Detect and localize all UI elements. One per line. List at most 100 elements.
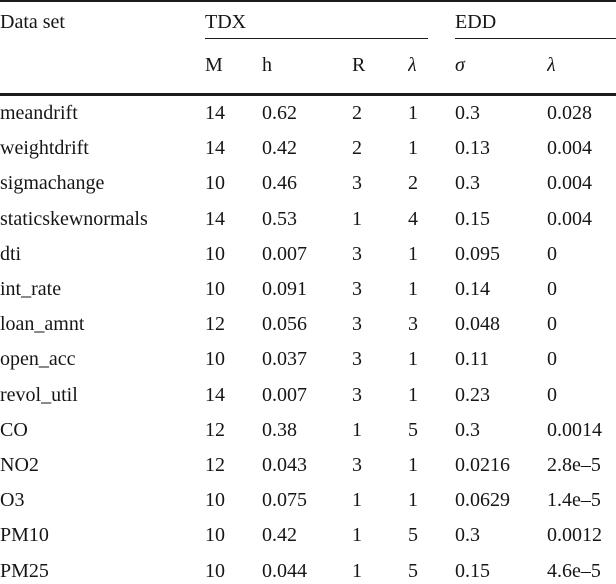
cell-m: 10 (205, 524, 225, 547)
cell-sigma: 0.3 (455, 172, 481, 195)
cell-h: 0.091 (262, 278, 307, 301)
cell-dataset: O3 (0, 489, 25, 512)
cell-sigma: 0.11 (455, 348, 490, 371)
table-row: PM25 10 0.044 1 5 0.15 4.6e–5 (0, 554, 616, 584)
cell-dataset: dti (0, 242, 22, 265)
cell-h: 0.42 (262, 524, 297, 547)
cell-m: 10 (205, 348, 225, 371)
cell-r: 3 (352, 278, 362, 301)
cell-sigma: 0.0216 (455, 454, 511, 477)
cell-lambda2: 0.004 (547, 207, 593, 230)
table-row: weightdrift 14 0.42 2 1 0.13 0.004 (0, 131, 616, 166)
column-header-dataset: Data set (0, 11, 65, 33)
table-row: CO 12 0.38 1 5 0.3 0.0014 (0, 413, 616, 448)
cell-r: 3 (352, 242, 362, 265)
column-header-lambda: λ (408, 54, 417, 76)
cell-dataset: sigmachange (0, 172, 105, 195)
cell-lambda: 1 (408, 489, 418, 512)
cell-r: 3 (352, 313, 362, 336)
column-group-tdx: TDX (205, 1, 455, 42)
cell-r: 2 (352, 137, 362, 160)
table-row: loan_amnt 12 0.056 3 3 0.048 0 (0, 307, 616, 342)
cell-m: 14 (205, 137, 225, 160)
cell-r: 1 (352, 489, 362, 512)
column-header-r: R (352, 54, 366, 76)
column-group-edd-label: EDD (455, 11, 616, 39)
cell-r: 1 (352, 559, 362, 582)
cell-lambda: 1 (408, 137, 418, 160)
cell-r: 1 (352, 207, 362, 230)
header-sub-row: M h R λ σ λ (0, 42, 616, 95)
cell-sigma: 0.23 (455, 383, 491, 406)
cell-lambda2: 0 (547, 242, 558, 265)
cell-m: 14 (205, 383, 225, 406)
cell-lambda: 1 (408, 348, 418, 371)
cell-m: 12 (205, 454, 225, 477)
table-row: revol_util 14 0.007 3 1 0.23 0 (0, 378, 616, 413)
cell-lambda: 5 (408, 559, 418, 582)
cell-sigma: 0.3 (455, 418, 481, 441)
cell-m: 10 (205, 489, 225, 512)
cell-h: 0.007 (262, 383, 307, 406)
cell-h: 0.62 (262, 102, 297, 124)
column-group-tdx-label: TDX (205, 11, 429, 39)
cell-m: 14 (205, 102, 225, 124)
cell-dataset: PM10 (0, 524, 49, 547)
cell-dataset: int_rate (0, 278, 62, 301)
cell-lambda2: 4.6e–5 (547, 559, 601, 582)
cell-h: 0.53 (262, 207, 297, 230)
table-body: meandrift 14 0.62 2 1 0.3 0.028 weightdr… (0, 95, 616, 584)
cell-h: 0.38 (262, 418, 297, 441)
cell-dataset: revol_util (0, 383, 78, 406)
table-row: open_acc 10 0.037 3 1 0.11 0 (0, 342, 616, 377)
column-header-h: h (262, 54, 272, 76)
cell-dataset: CO (0, 418, 28, 441)
cell-h: 0.075 (262, 489, 307, 512)
cell-h: 0.42 (262, 137, 297, 160)
cell-lambda: 1 (408, 454, 418, 477)
cell-h: 0.46 (262, 172, 297, 195)
cell-dataset: weightdrift (0, 137, 89, 160)
cell-m: 10 (205, 242, 225, 265)
cell-dataset: staticskewnormals (0, 207, 148, 230)
cell-lambda: 3 (408, 313, 418, 336)
cell-lambda: 5 (408, 524, 418, 547)
cell-dataset: NO2 (0, 454, 39, 477)
cell-lambda2: 0 (547, 278, 558, 301)
cell-sigma: 0.15 (455, 559, 491, 582)
cell-lambda2: 0 (547, 383, 558, 406)
cell-r: 1 (352, 524, 362, 547)
cell-m: 12 (205, 418, 225, 441)
cell-h: 0.056 (262, 313, 307, 336)
cell-r: 3 (352, 172, 362, 195)
cell-dataset: open_acc (0, 348, 76, 371)
cell-m: 10 (205, 559, 225, 582)
table-row: O3 10 0.075 1 1 0.0629 1.4e–5 (0, 483, 616, 518)
table-row: NO2 12 0.043 3 1 0.0216 2.8e–5 (0, 448, 616, 483)
cell-m: 10 (205, 172, 225, 195)
cell-dataset: loan_amnt (0, 313, 85, 336)
cell-m: 14 (205, 207, 225, 230)
cell-m: 10 (205, 278, 225, 301)
cell-lambda: 2 (408, 172, 418, 195)
cell-lambda2: 0.004 (547, 137, 593, 160)
cell-lambda2: 1.4e–5 (547, 489, 601, 512)
cell-lambda2: 0 (547, 348, 558, 371)
column-header-m: M (205, 54, 223, 76)
cell-h: 0.043 (262, 454, 307, 477)
cell-lambda2: 0.0014 (547, 418, 603, 441)
cell-lambda2: 0 (547, 313, 558, 336)
cell-h: 0.007 (262, 242, 307, 265)
cell-m: 12 (205, 313, 225, 336)
table-row: PM10 10 0.42 1 5 0.3 0.0012 (0, 518, 616, 553)
header-group-row: Data set TDX EDD (0, 1, 616, 42)
cell-r: 2 (352, 102, 362, 124)
column-group-edd: EDD (455, 1, 616, 42)
cell-sigma: 0.3 (455, 524, 481, 547)
cell-lambda2: 2.8e–5 (547, 454, 601, 477)
cell-lambda: 1 (408, 278, 418, 301)
cell-lambda2: 0.028 (547, 102, 593, 124)
cell-r: 3 (352, 454, 362, 477)
